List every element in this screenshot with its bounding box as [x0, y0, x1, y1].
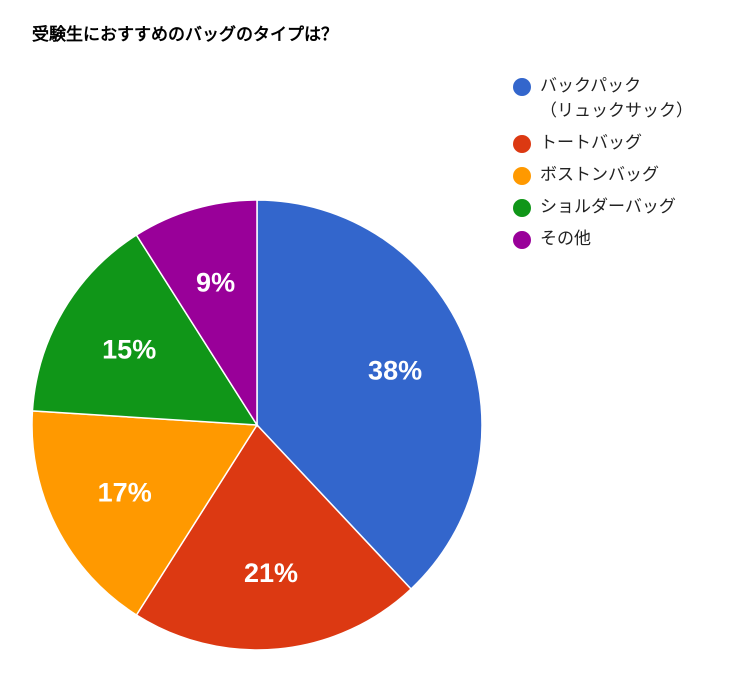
legend-item: ボストンバッグ — [511, 163, 693, 188]
legend-item: バックパック （リュックサック） — [511, 74, 693, 124]
legend-swatch — [513, 199, 531, 217]
legend-item: トートバッグ — [511, 131, 693, 156]
legend-swatch — [513, 167, 531, 185]
legend-label: バックパック （リュックサック） — [540, 76, 693, 121]
slice-value-label-3: 15% — [102, 334, 156, 364]
pie-slice-2 — [31, 410, 259, 617]
legend-swatch — [513, 231, 531, 249]
legend-swatch — [513, 135, 531, 153]
legend: バックパック （リュックサック） トートバッグ ボストンバッグ ショルダーバッグ… — [511, 74, 693, 259]
pie-value-labels: 38% 21% 17% 15% 9% — [98, 267, 422, 587]
chart-title: 受験生におすすめのバッグのタイプは？ — [32, 25, 338, 45]
pie-slice-4 — [135, 199, 258, 428]
legend-label: ショルダーバッグ — [540, 197, 676, 217]
legend-swatch — [513, 78, 531, 96]
legend-item: ショルダーバッグ — [511, 195, 693, 220]
legend-label: ボストンバッグ — [540, 165, 659, 185]
slice-value-label-4: 9% — [196, 267, 235, 297]
slice-value-label-0: 38% — [368, 355, 422, 385]
pie-slice-0 — [256, 199, 483, 591]
legend-label: トートバッグ — [540, 133, 642, 153]
slice-value-label-1: 21% — [244, 558, 298, 588]
slice-value-label-2: 17% — [98, 477, 152, 507]
pie-slice-3 — [31, 233, 259, 426]
legend-label: その他 — [540, 229, 591, 249]
pie-slice-1 — [135, 423, 413, 651]
pie-slices — [31, 199, 483, 651]
legend-item: その他 — [511, 227, 693, 252]
